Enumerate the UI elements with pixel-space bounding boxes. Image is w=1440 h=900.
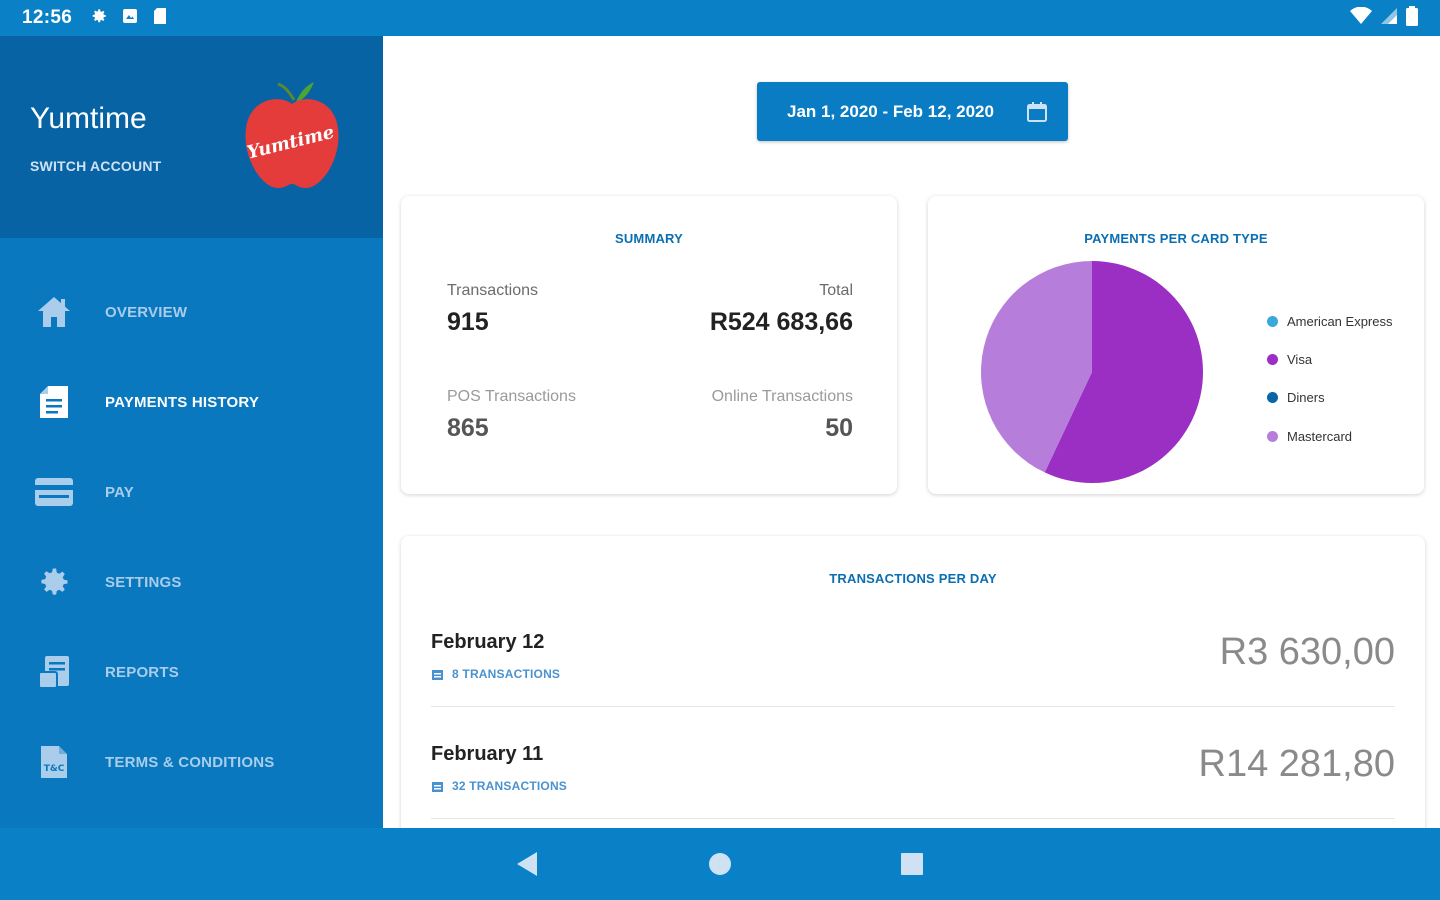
calendar-icon	[1026, 101, 1048, 123]
day-transactions-label: 32 TRANSACTIONS	[452, 779, 568, 793]
pie-slice-mastercard[interactable]	[981, 261, 1092, 473]
gear-icon	[34, 562, 74, 602]
legend-label: Mastercard	[1287, 429, 1353, 444]
yumtime-logo: Yumtime	[244, 80, 340, 192]
credit-card-icon	[34, 472, 74, 512]
legend-item: Mastercard	[1267, 429, 1352, 444]
sidebar-item-label: PAY	[105, 483, 134, 501]
total-label: Total	[819, 282, 853, 299]
sidebar-item-payments-history[interactable]: PAYMENTS HISTORY	[0, 362, 383, 442]
status-bar: 12:56	[0, 0, 1440, 36]
legend-label: Diners	[1287, 390, 1325, 405]
card-type-pie-chart	[981, 261, 1203, 483]
sidebar: Yumtime SWITCH ACCOUNT Yumtime OVERVIEW …	[0, 36, 383, 828]
calendar-small-icon	[431, 780, 444, 793]
photo-icon	[122, 8, 138, 29]
recents-icon[interactable]	[898, 850, 926, 878]
sidebar-item-label: REPORTS	[105, 663, 179, 681]
sidebar-item-label: OVERVIEW	[105, 303, 188, 321]
day-row[interactable]: February 12 8 TRANSACTIONS R3 630,00	[431, 631, 1395, 743]
transactions-value: 915	[447, 308, 489, 336]
sidebar-item-reports[interactable]: REPORTS	[0, 632, 383, 712]
switch-account-link[interactable]: SWITCH ACCOUNT	[30, 158, 162, 174]
total-value: R524 683,66	[709, 308, 853, 336]
legend-item: American Express	[1267, 314, 1392, 329]
pos-transactions-value: 865	[447, 414, 489, 442]
sidebar-item-label: TERMS & CONDITIONS	[105, 753, 275, 771]
day-date: February 11	[431, 743, 544, 765]
summary-card: SUMMARY Transactions 915 Total R524 683,…	[401, 196, 897, 494]
home-circle-icon[interactable]	[706, 850, 734, 878]
pos-transactions-label: POS Transactions	[447, 388, 576, 405]
home-icon	[34, 292, 74, 332]
sidebar-item-overview[interactable]: OVERVIEW	[0, 272, 383, 352]
gear-icon	[90, 7, 108, 30]
svg-text:T&C: T&C	[44, 764, 65, 774]
wifi-icon	[1350, 6, 1372, 30]
back-icon[interactable]	[513, 850, 541, 878]
main-content: Jan 1, 2020 - Feb 12, 2020 SUMMARY Trans…	[383, 36, 1440, 828]
sidebar-item-terms[interactable]: T&C TERMS & CONDITIONS	[0, 722, 383, 802]
sidebar-item-settings[interactable]: SETTINGS	[0, 542, 383, 622]
row-divider	[431, 818, 1395, 819]
date-range-button[interactable]: Jan 1, 2020 - Feb 12, 2020	[757, 82, 1068, 141]
sdcard-icon	[152, 7, 168, 30]
day-transactions: 8 TRANSACTIONS	[431, 667, 560, 681]
summary-title: SUMMARY	[614, 231, 684, 246]
terms-icon: T&C	[34, 742, 74, 782]
system-nav-bar	[0, 828, 1440, 900]
signal-icon	[1380, 7, 1398, 30]
legend-item: Diners	[1267, 390, 1325, 405]
legend-label: American Express	[1287, 314, 1393, 329]
per-day-title: TRANSACTIONS PER DAY	[829, 571, 997, 586]
status-time: 12:56	[22, 7, 73, 28]
day-row[interactable]: February 11 32 TRANSACTIONS R14 281,80	[431, 743, 1395, 828]
legend-label: Visa	[1287, 352, 1313, 367]
legend-dot	[1267, 431, 1278, 442]
day-amount: R3 630,00	[1219, 631, 1395, 673]
document-icon	[34, 382, 74, 422]
legend-dot	[1267, 316, 1278, 327]
legend-item: Visa	[1267, 352, 1312, 367]
online-transactions-label: Online Transactions	[711, 388, 853, 405]
legend-dot	[1267, 354, 1278, 365]
legend-dot	[1267, 392, 1278, 403]
pie-slice-visa[interactable]	[1044, 261, 1203, 483]
sidebar-item-label: SETTINGS	[105, 573, 182, 591]
account-name: Yumtime	[30, 102, 147, 135]
account-header: Yumtime SWITCH ACCOUNT Yumtime	[0, 36, 383, 238]
row-divider	[431, 706, 1395, 707]
day-amount: R14 281,80	[1198, 743, 1396, 785]
online-transactions-value: 50	[825, 414, 853, 442]
reports-icon	[34, 652, 74, 692]
transactions-label: Transactions	[447, 282, 538, 299]
sidebar-item-label: PAYMENTS HISTORY	[105, 393, 260, 411]
card-type-title: PAYMENTS PER CARD TYPE	[1084, 231, 1268, 246]
day-date: February 12	[431, 631, 545, 653]
day-transactions: 32 TRANSACTIONS	[431, 779, 567, 793]
day-transactions-label: 8 TRANSACTIONS	[452, 667, 561, 681]
date-range-label: Jan 1, 2020 - Feb 12, 2020	[787, 101, 994, 121]
transactions-per-day-card: TRANSACTIONS PER DAY February 12 8 TRANS…	[401, 536, 1425, 828]
sidebar-item-pay[interactable]: PAY	[0, 452, 383, 532]
calendar-small-icon	[431, 668, 444, 681]
battery-icon	[1406, 5, 1418, 31]
card-type-card: PAYMENTS PER CARD TYPE American Express …	[928, 196, 1424, 494]
